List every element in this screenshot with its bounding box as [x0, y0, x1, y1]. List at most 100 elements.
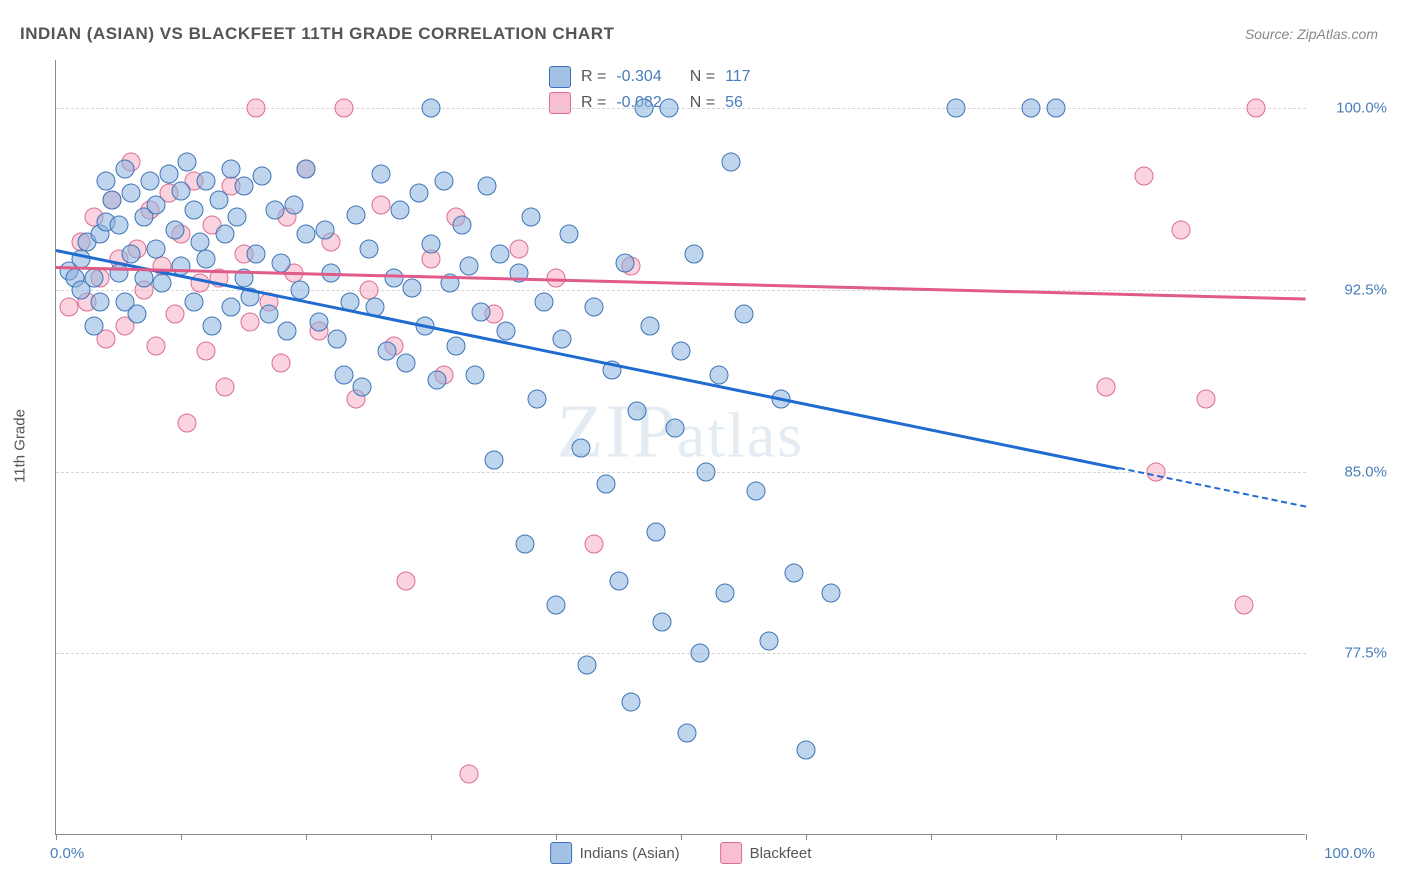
trend-line	[1118, 467, 1306, 508]
data-point	[297, 159, 316, 178]
data-point	[659, 99, 678, 118]
data-point	[384, 268, 403, 287]
data-point	[609, 571, 628, 590]
data-point	[234, 176, 253, 195]
legend-swatch-indians	[550, 842, 572, 864]
data-point	[1234, 595, 1253, 614]
data-point	[472, 302, 491, 321]
data-point	[528, 390, 547, 409]
data-point	[309, 312, 328, 331]
data-point	[97, 172, 116, 191]
data-point	[109, 215, 128, 234]
data-point	[1134, 167, 1153, 186]
data-point	[272, 254, 291, 273]
data-point	[1172, 220, 1191, 239]
data-point	[184, 201, 203, 220]
data-point	[215, 225, 234, 244]
data-point	[409, 184, 428, 203]
data-point	[678, 724, 697, 743]
data-point	[1047, 99, 1066, 118]
data-point	[734, 305, 753, 324]
x-tick	[1306, 834, 1307, 840]
data-point	[378, 341, 397, 360]
data-point	[147, 239, 166, 258]
data-point	[284, 196, 303, 215]
data-point	[459, 256, 478, 275]
legend-label: Indians (Asian)	[580, 845, 680, 862]
data-point	[690, 644, 709, 663]
data-point	[165, 220, 184, 239]
data-point	[165, 305, 184, 324]
legend-item-blackfeet: Blackfeet	[720, 842, 812, 864]
data-point	[434, 172, 453, 191]
data-point	[178, 414, 197, 433]
legend-swatch-blackfeet	[720, 842, 742, 864]
y-axis-label: 11th Grade	[12, 409, 29, 483]
data-point	[640, 317, 659, 336]
x-tick	[1056, 834, 1057, 840]
data-point	[797, 741, 816, 760]
data-point	[103, 191, 122, 210]
data-point	[315, 220, 334, 239]
data-point	[215, 377, 234, 396]
data-point	[759, 632, 778, 651]
y-tick-label: 100.0%	[1336, 100, 1387, 117]
data-point	[259, 305, 278, 324]
data-point	[559, 225, 578, 244]
source-attribution: Source: ZipAtlas.com	[1245, 26, 1378, 42]
data-point	[353, 377, 372, 396]
data-point	[84, 317, 103, 336]
data-point	[334, 99, 353, 118]
data-point	[209, 191, 228, 210]
legend-r-label: R =	[581, 68, 606, 86]
data-point	[272, 353, 291, 372]
data-point	[147, 336, 166, 355]
gridline	[56, 472, 1306, 473]
data-point	[372, 196, 391, 215]
data-point	[153, 273, 172, 292]
data-point	[947, 99, 966, 118]
data-point	[522, 208, 541, 227]
data-point	[1022, 99, 1041, 118]
x-max-label: 100.0%	[1324, 845, 1375, 862]
data-point	[1097, 377, 1116, 396]
legend-series: Indians (Asian) Blackfeet	[550, 842, 812, 864]
plot-area: ZIPatlas R = -0.304 N = 117 R = -0.082 N…	[55, 60, 1305, 835]
data-point	[709, 365, 728, 384]
x-tick	[1181, 834, 1182, 840]
data-point	[222, 298, 241, 317]
data-point	[578, 656, 597, 675]
data-point	[784, 564, 803, 583]
data-point	[547, 595, 566, 614]
data-point	[665, 419, 684, 438]
legend-n-value-1: 117	[725, 68, 751, 86]
legend-stats-row-1: R = -0.304 N = 117	[549, 64, 751, 90]
data-point	[422, 235, 441, 254]
x-tick	[56, 834, 57, 840]
data-point	[203, 317, 222, 336]
x-tick	[181, 834, 182, 840]
data-point	[509, 239, 528, 258]
data-point	[397, 353, 416, 372]
data-point	[484, 450, 503, 469]
data-point	[459, 765, 478, 784]
data-point	[197, 249, 216, 268]
data-point	[697, 462, 716, 481]
x-tick	[556, 834, 557, 840]
y-tick-label: 77.5%	[1344, 645, 1387, 662]
data-point	[715, 583, 734, 602]
legend-swatch-indians	[549, 66, 571, 88]
data-point	[1247, 99, 1266, 118]
data-point	[184, 293, 203, 312]
data-point	[372, 164, 391, 183]
data-point	[1197, 390, 1216, 409]
data-point	[722, 152, 741, 171]
data-point	[197, 341, 216, 360]
data-point	[634, 99, 653, 118]
data-point	[490, 244, 509, 263]
data-point	[653, 612, 672, 631]
data-point	[334, 365, 353, 384]
data-point	[822, 583, 841, 602]
data-point	[478, 176, 497, 195]
data-point	[428, 370, 447, 389]
